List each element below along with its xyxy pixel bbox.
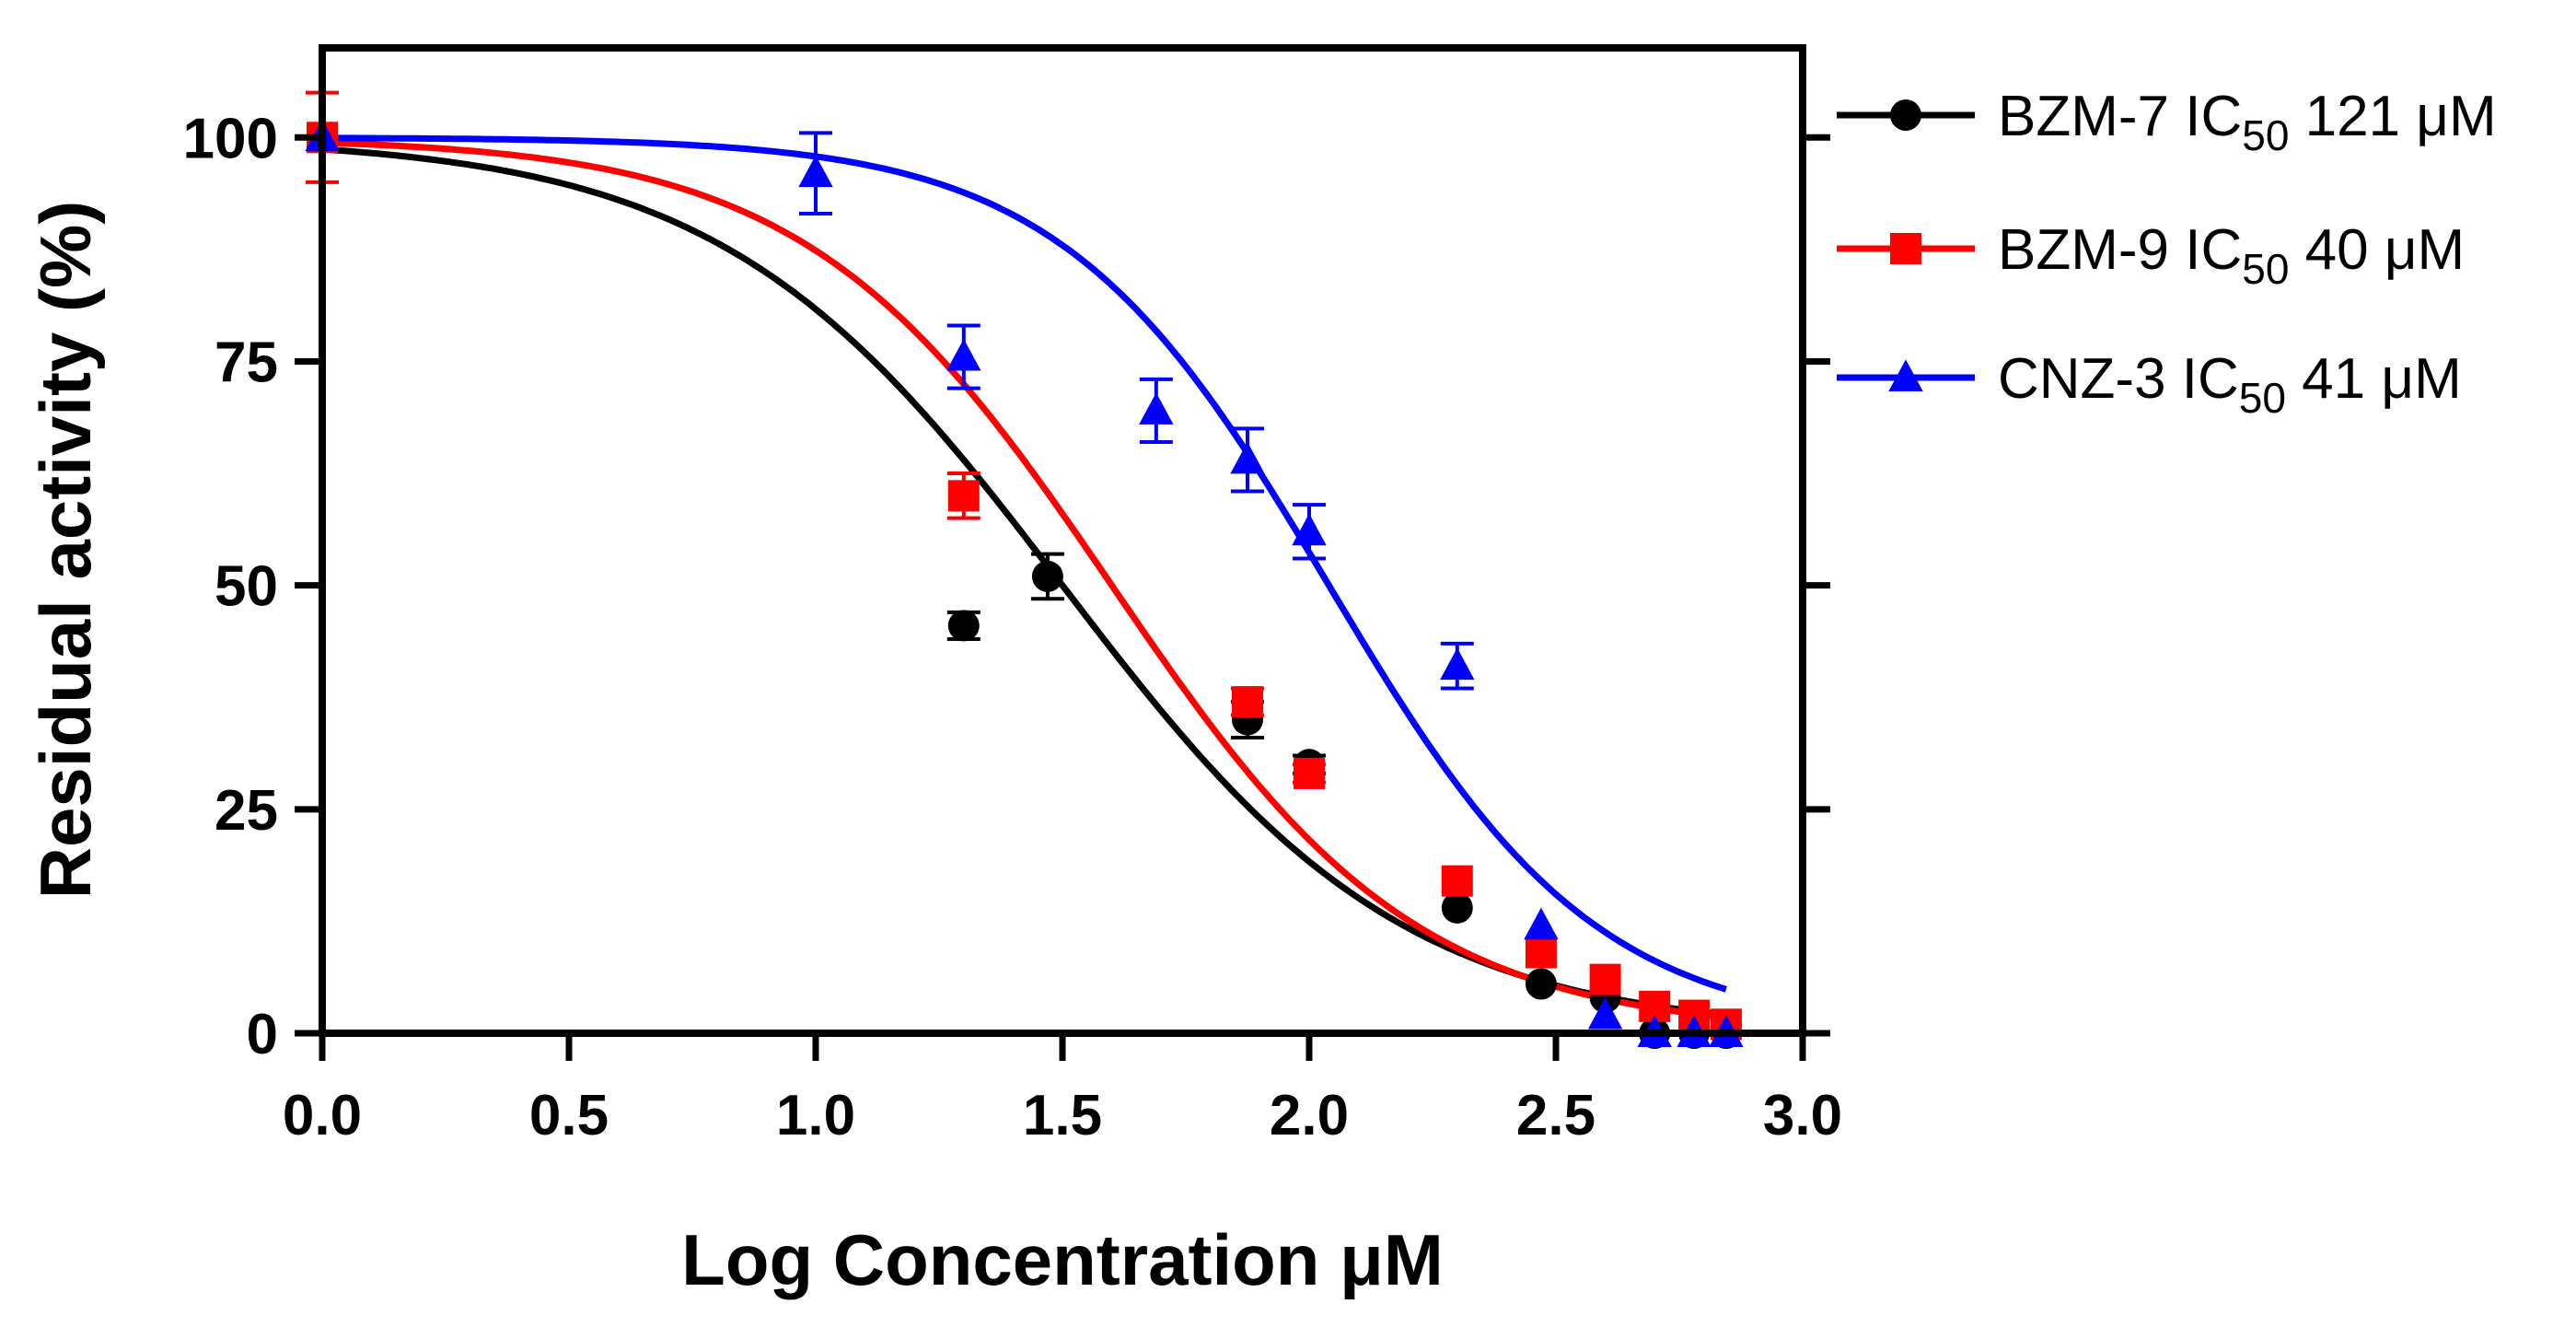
fit-curve-bzm-9 xyxy=(321,139,1727,1021)
y-tick-label: 75 xyxy=(215,331,278,394)
legend-label-bzm-7: BZM-7 IC50 121 μM xyxy=(1998,85,2497,159)
y-tick-label: 50 xyxy=(215,555,278,619)
y-tick-label: 25 xyxy=(215,779,278,843)
legend-label-bzm-9: BZM-9 IC50 40 μM xyxy=(1998,218,2465,293)
data-point-bzm-9 xyxy=(1441,865,1473,897)
data-point-bzm-7 xyxy=(1031,560,1063,592)
plot-area xyxy=(305,90,1744,1049)
data-point-bzm-9 xyxy=(1525,937,1557,969)
y-tick-label: 0 xyxy=(247,1003,278,1066)
axes: 0 25 50 75 100 0.0 0.5 1.0 1.5 2.0 2.5 3.0 Log Conce… xyxy=(25,44,1842,1300)
data-point-cnz-3 xyxy=(798,155,833,188)
data-point-cnz-3 xyxy=(1587,996,1623,1030)
data-point-bzm-7 xyxy=(1525,968,1557,1000)
y-axis-title: Residual activity (%) xyxy=(25,201,106,900)
x-tick-label: 0.5 xyxy=(529,1084,609,1147)
x-tick-label: 1.5 xyxy=(1023,1084,1102,1147)
x-tick-label: 2.5 xyxy=(1516,1084,1595,1147)
data-point-bzm-9 xyxy=(1232,686,1263,718)
x-axis-title: Log Concentration μM xyxy=(681,1219,1444,1300)
legend-marker-bzm-7 xyxy=(1890,99,1921,131)
y-tick-label: 100 xyxy=(183,107,278,170)
legend: BZM-7 IC50 121 μM BZM-9 IC50 40 μM CNZ-3 I… xyxy=(1837,85,2497,422)
data-point-bzm-9 xyxy=(1589,963,1621,995)
x-tick-label: 3.0 xyxy=(1763,1084,1842,1147)
data-point-cnz-3 xyxy=(1139,392,1174,425)
data-point-cnz-3 xyxy=(1292,513,1327,546)
data-point-bzm-7 xyxy=(1441,891,1473,924)
data-point-cnz-3 xyxy=(1230,441,1265,474)
fit-curve-bzm-7 xyxy=(321,146,1727,1019)
x-tick-label: 2.0 xyxy=(1270,1084,1349,1147)
data-point-bzm-9 xyxy=(1294,757,1325,789)
data-point-bzm-7 xyxy=(947,610,980,642)
legend-marker-bzm-9 xyxy=(1890,233,1921,264)
data-point-cnz-3 xyxy=(1524,907,1559,940)
fit-curve-cnz-3 xyxy=(322,134,1727,993)
data-point-cnz-3 xyxy=(946,338,981,371)
legend-marker-cnz-3 xyxy=(1888,359,1923,391)
data-point-bzm-9 xyxy=(947,480,980,512)
x-tick-label: 0.0 xyxy=(283,1084,362,1147)
legend-label-cnz-3: CNZ-3 IC50 41 μM xyxy=(1998,347,2462,422)
x-tick-label: 1.0 xyxy=(776,1084,855,1147)
data-point-cnz-3 xyxy=(1440,647,1475,681)
